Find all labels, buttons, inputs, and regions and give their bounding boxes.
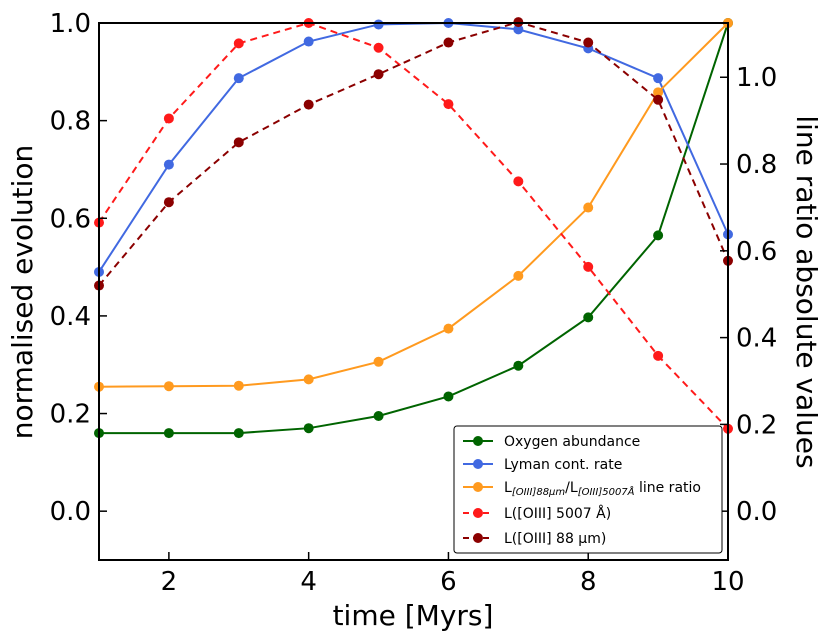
legend-box [453, 425, 723, 554]
series-line-2 [98, 22, 729, 388]
legend-swatch-marker [473, 459, 483, 469]
y2-axis-label: line ratio absolute values [790, 115, 823, 468]
data-point [583, 202, 594, 213]
data-point [163, 381, 174, 392]
data-point [303, 423, 314, 434]
legend-entry-lyman: Lyman cont. rate [463, 457, 622, 473]
y-tick-label: 1.0 [50, 9, 91, 39]
data-point [653, 230, 664, 241]
data-point [373, 356, 384, 367]
y-tick-label: 0.0 [50, 497, 91, 527]
data-point [373, 19, 384, 30]
x-tick-label: 8 [580, 567, 597, 597]
legend-label: L([OIII] 5007 Å) [504, 505, 611, 522]
data-point [163, 159, 174, 170]
data-point [653, 350, 664, 361]
data-point [303, 374, 314, 385]
series-line-0 [99, 22, 729, 435]
series-group [94, 17, 733, 439]
data-point [373, 69, 384, 80]
legend-swatch-marker [473, 482, 483, 492]
legend-entry-oxygen: Oxygen abundance [463, 434, 640, 450]
legend-entry-oiii-88: L([OIII] 88 μm) [463, 531, 606, 547]
y2-tick-label: 0.4 [736, 324, 777, 354]
data-point [653, 87, 664, 98]
data-point [233, 380, 244, 391]
data-point [443, 99, 454, 110]
data-point [373, 42, 384, 53]
y2-tick-label: 0.0 [736, 497, 777, 527]
data-point [163, 428, 174, 439]
legend-entry-line-ratio: L[OIII]88μm/L[OIII]5007Å line ratio [463, 480, 701, 498]
data-point [443, 391, 454, 402]
y2-tick-label: 0.8 [736, 150, 777, 180]
legend-entry-oiii-5007: L([OIII] 5007 Å) [463, 505, 611, 522]
data-point [303, 99, 314, 110]
y2-tick-label: 1.0 [736, 63, 777, 93]
y-tick-label: 0.6 [50, 204, 91, 234]
legend-label: L([OIII] 88 μm) [504, 531, 606, 547]
data-point [443, 323, 454, 334]
data-point [233, 137, 244, 148]
x-axis-label: time [Myrs] [333, 599, 494, 632]
legend-swatch-marker [473, 533, 483, 543]
data-point [303, 36, 314, 47]
data-point [513, 24, 524, 35]
data-point [163, 113, 174, 124]
legend: Oxygen abundance Lyman cont. rate L[OIII… [453, 425, 723, 554]
series-layer [94, 17, 733, 439]
legend-label: Lyman cont. rate [504, 457, 622, 473]
data-point [583, 312, 594, 323]
y-axis-label: normalised evolution [6, 145, 39, 439]
data-point [583, 261, 594, 272]
legend-label: L[OIII]88μm/L[OIII]5007Å line ratio [504, 480, 701, 498]
x-tick-label: 10 [711, 567, 744, 597]
data-point [373, 410, 384, 421]
legend-label: Oxygen abundance [504, 434, 640, 450]
data-point [163, 197, 174, 208]
x-tick-label: 6 [440, 567, 457, 597]
y-tick-label: 0.2 [50, 400, 91, 430]
data-point [233, 428, 244, 439]
y-tick-label: 0.8 [50, 107, 91, 137]
data-point [513, 176, 524, 187]
data-point [653, 73, 664, 84]
series-line-4 [98, 21, 729, 287]
ticks-layer: 2 4 6 8 10 0.0 0.2 0.4 0.6 0.8 1.0 0.0 0.2 0.4 0.6 0.8 1… [50, 9, 778, 597]
data-point [583, 37, 594, 48]
data-point [443, 37, 454, 48]
legend-swatch-marker [473, 508, 483, 518]
data-point [513, 360, 524, 371]
y2-tick-label: 0.2 [736, 410, 777, 440]
series-line-3 [98, 21, 729, 430]
x-tick-label: 4 [300, 567, 317, 597]
series-line-1 [98, 21, 729, 273]
x-tick-label: 2 [161, 567, 178, 597]
data-point [513, 270, 524, 281]
data-point [233, 73, 244, 84]
y-tick-label: 0.4 [50, 302, 91, 332]
legend-swatch-marker [473, 436, 483, 446]
data-point [233, 38, 244, 49]
plot-frame [98, 22, 729, 561]
data-point [653, 94, 664, 105]
y2-tick-label: 0.6 [736, 237, 777, 267]
